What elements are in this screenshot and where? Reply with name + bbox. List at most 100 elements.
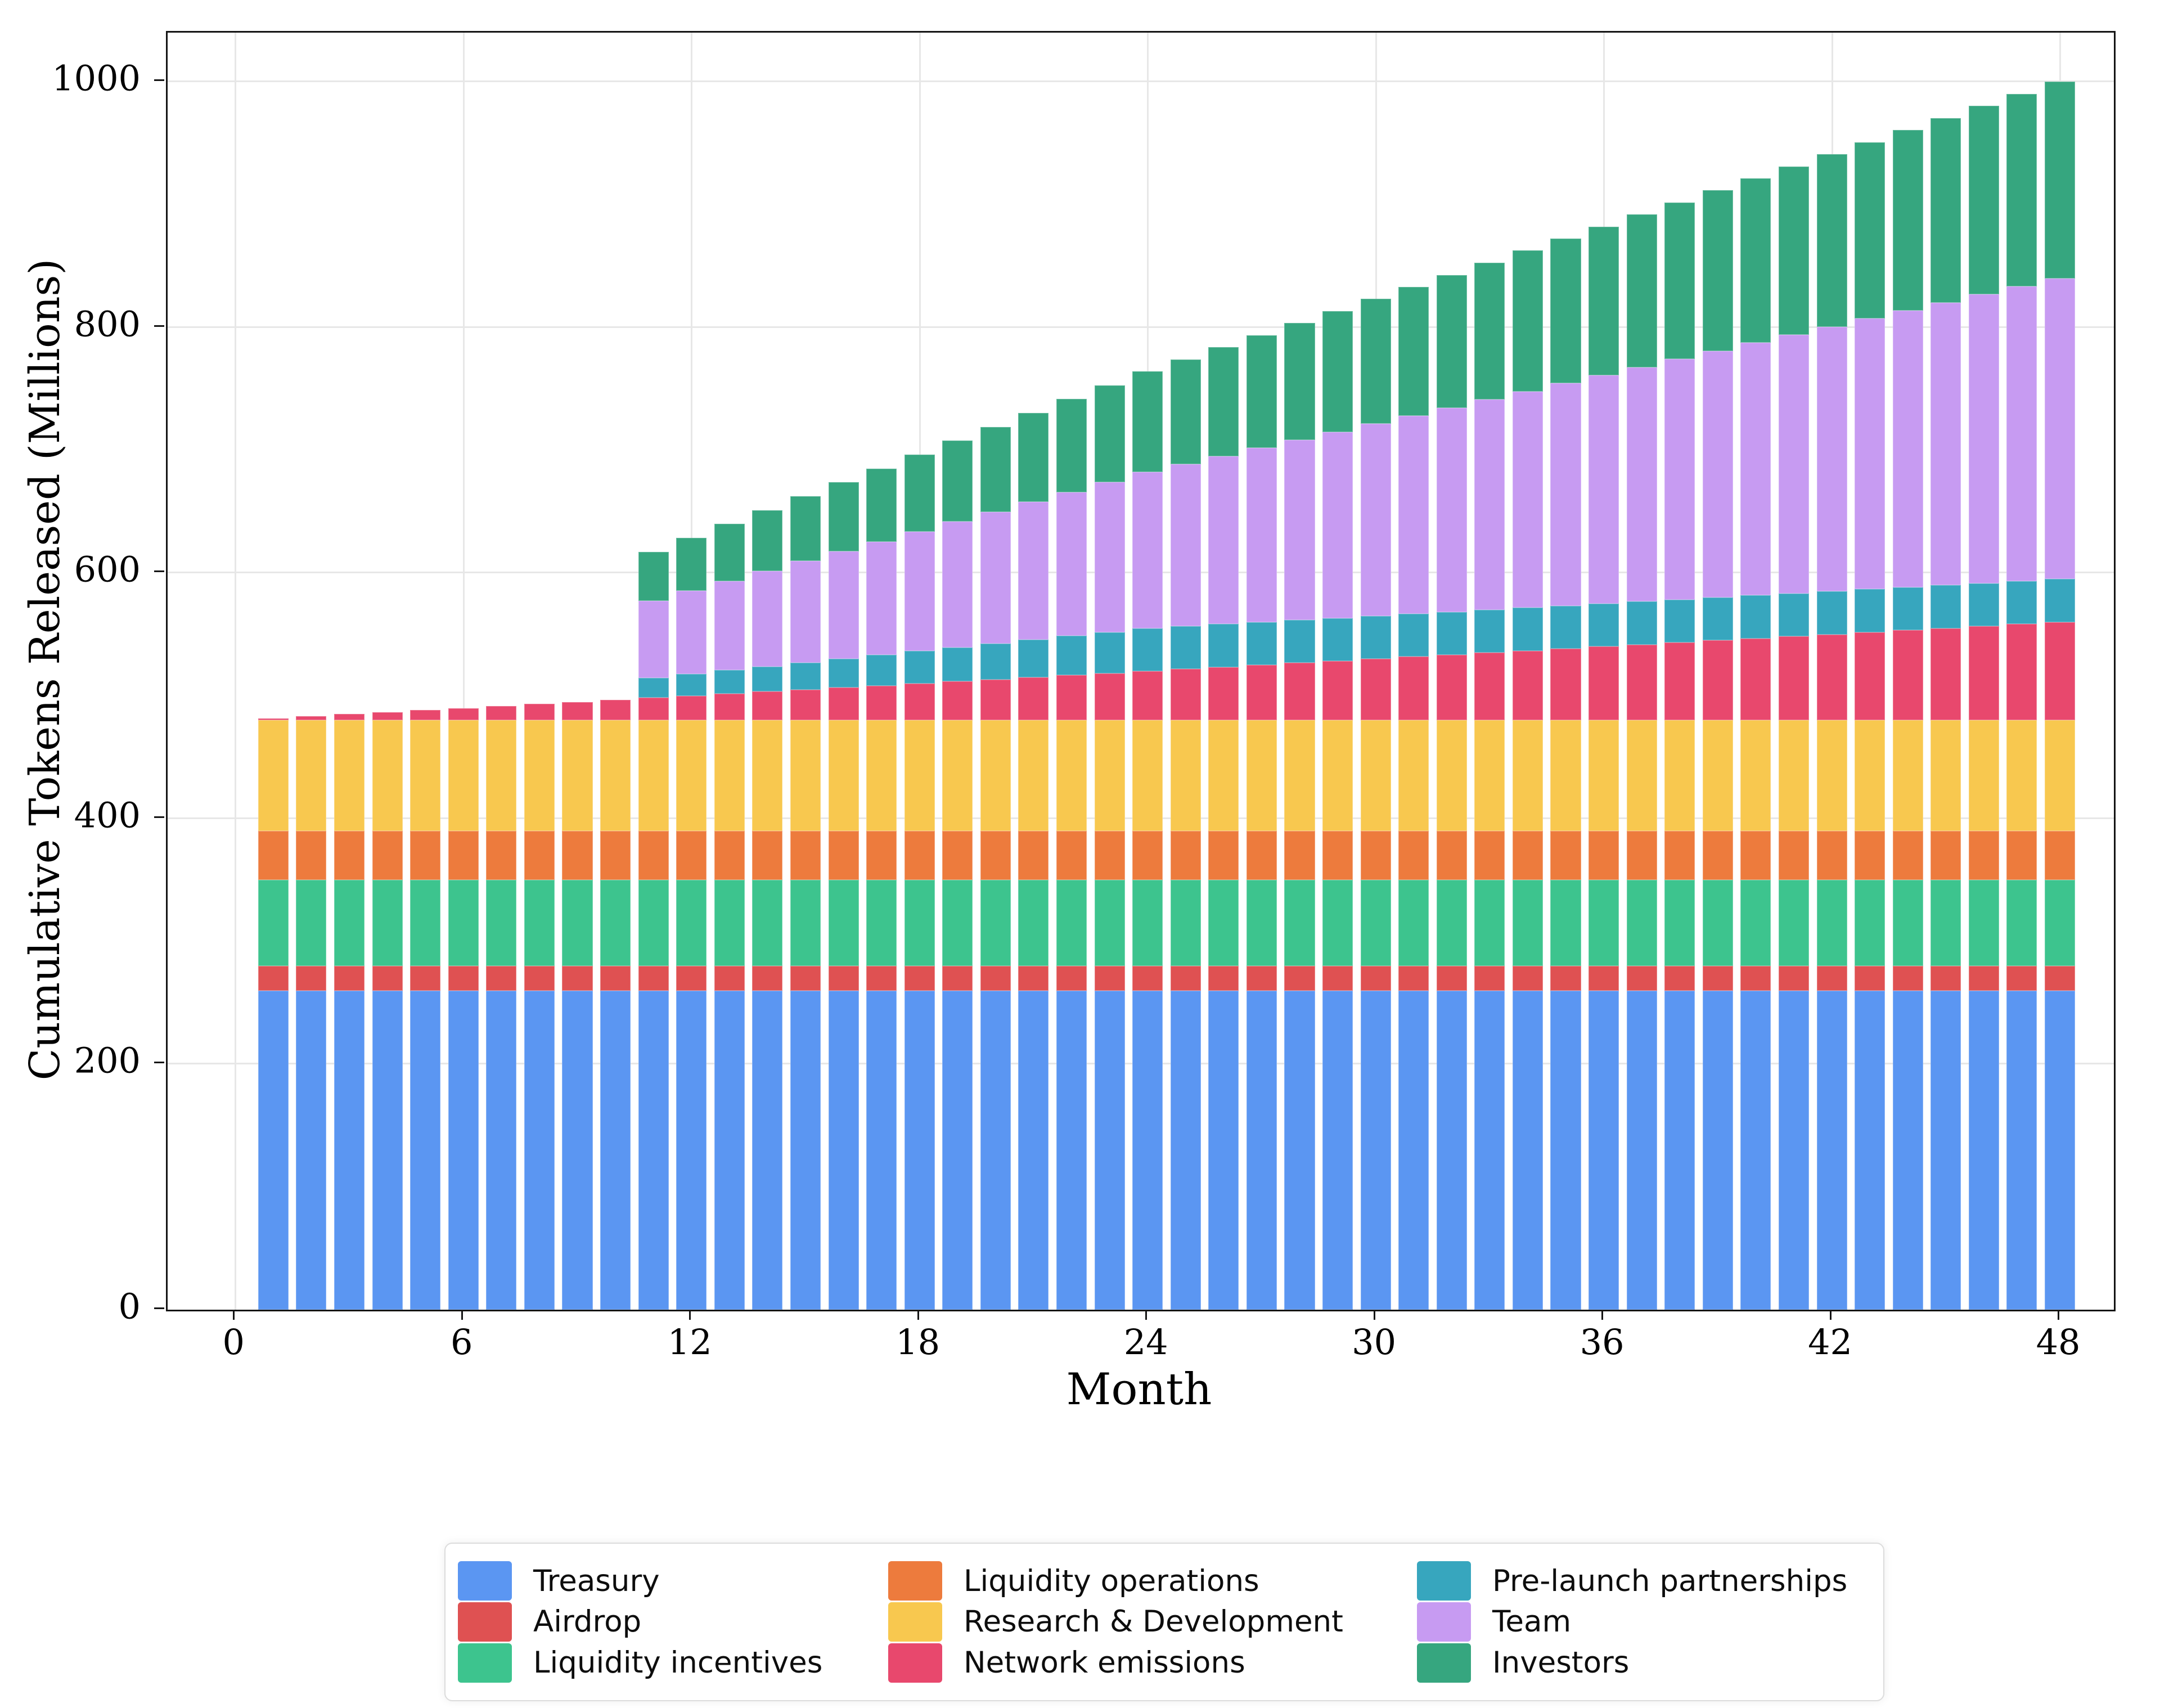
bar-segment-research-development-m27 [1246,720,1277,831]
bar-segment-liquidity-operations-m36 [1588,830,1619,880]
bar-segment-network-emissions-m45 [1930,628,1961,721]
bar-segment-liquidity-operations-m25 [1170,830,1201,880]
bar-segment-liquidity-incentives-m20 [980,880,1011,966]
bar-segment-liquidity-incentives-m33 [1474,880,1505,966]
bar-segment-network-emissions-m38 [1664,642,1695,721]
legend-swatch-liquidity-incentives [458,1643,512,1683]
bar-segment-network-emissions-m10 [600,699,631,721]
bar-segment-treasury-m36 [1588,990,1619,1310]
bar-segment-airdrop-m46 [1968,965,1999,991]
bar-segment-treasury-m39 [1702,990,1733,1310]
bar-segment-airdrop-m30 [1360,965,1391,991]
bar-segment-treasury-m45 [1930,990,1961,1310]
bar-segment-team-m43 [1855,318,1886,590]
bar-segment-treasury-m28 [1284,990,1315,1310]
bar-segment-treasury-m6 [448,990,479,1310]
bar-segment-pre-launch-partnerships-m44 [1892,587,1923,631]
y-tick-label-400: 400 [74,794,141,836]
legend-item-network-emissions: Network emissions [888,1643,1417,1683]
bar-segment-network-emissions-m12 [676,695,707,721]
bar-segment-pre-launch-partnerships-m32 [1436,612,1467,655]
bar-segment-airdrop-m23 [1094,965,1125,991]
bar-segment-liquidity-incentives-m1 [258,880,289,966]
bar-segment-pre-launch-partnerships-m12 [676,674,707,696]
bar-segment-research-development-m48 [2045,720,2076,831]
bar-segment-treasury-m19 [942,990,973,1310]
bar-segment-network-emissions-m29 [1322,660,1353,721]
bar-segment-research-development-m35 [1550,720,1581,831]
bar-segment-liquidity-operations-m6 [448,830,479,880]
bar-segment-liquidity-incentives-m26 [1208,880,1239,966]
bar-segment-liquidity-operations-m43 [1855,830,1886,880]
bar-segment-treasury-m43 [1855,990,1886,1310]
bar-segment-research-development-m32 [1436,720,1467,831]
bar-segment-treasury-m21 [1018,990,1049,1310]
bar-segment-treasury-m42 [1816,990,1847,1310]
bar-segment-liquidity-operations-m10 [600,830,631,880]
bar-segment-airdrop-m43 [1855,965,1886,991]
bar-segment-network-emissions-m41 [1778,636,1810,721]
bar-segment-treasury-m2 [296,990,327,1310]
bar-segment-network-emissions-m20 [980,679,1011,721]
legend-swatch-treasury [458,1561,512,1601]
bar-segment-pre-launch-partnerships-m34 [1512,608,1543,651]
bar-segment-airdrop-m42 [1816,965,1847,991]
bar-segment-treasury-m47 [2006,990,2037,1310]
bar-segment-liquidity-operations-m29 [1322,830,1353,880]
bar-segment-treasury-m4 [372,990,403,1310]
bar-segment-liquidity-incentives-m6 [448,880,479,966]
bar-segment-liquidity-incentives-m37 [1626,880,1657,966]
bar-segment-liquidity-operations-m3 [334,830,365,880]
bar-segment-team-m22 [1056,492,1087,636]
bar-segment-network-emissions-m34 [1512,650,1543,721]
bar-segment-airdrop-m8 [524,965,555,991]
legend-swatch-investors [1417,1643,1471,1683]
bar-segment-pre-launch-partnerships-m24 [1132,628,1163,671]
x-tick-label-18: 18 [896,1322,940,1363]
bar-segment-airdrop-m26 [1208,965,1239,991]
bar-segment-network-emissions-m8 [524,704,555,721]
bar-segment-liquidity-incentives-m3 [334,880,365,966]
x-tick-label-6: 6 [451,1322,473,1363]
bar-segment-team-m34 [1512,391,1543,608]
bar-segment-investors-m33 [1474,263,1505,400]
bar-segment-liquidity-operations-m38 [1664,830,1695,880]
bar-segment-research-development-m38 [1664,720,1695,831]
legend-swatch-network-emissions [888,1643,942,1683]
bar-segment-treasury-m33 [1474,990,1505,1310]
bar-segment-liquidity-incentives-m38 [1664,880,1695,966]
bar-segment-liquidity-incentives-m28 [1284,880,1315,966]
x-tick-mark-12 [689,1310,691,1320]
bar-segment-investors-m36 [1588,226,1619,375]
bar-segment-team-m12 [676,591,707,675]
bar-segment-airdrop-m18 [904,965,935,991]
bar-segment-liquidity-operations-m33 [1474,830,1505,880]
bar-segment-investors-m37 [1626,214,1657,367]
bar-segment-research-development-m9 [562,720,593,831]
bar-segment-network-emissions-m30 [1360,659,1391,721]
bar-segment-airdrop-m9 [562,965,593,991]
bar-segment-research-development-m47 [2006,720,2037,831]
bar-segment-treasury-m44 [1892,990,1923,1310]
bar-segment-liquidity-operations-m20 [980,830,1011,880]
bar-segment-airdrop-m35 [1550,965,1581,991]
bar-segment-team-m14 [752,571,783,667]
bar-segment-airdrop-m25 [1170,965,1201,991]
x-tick-mark-48 [2058,1310,2060,1320]
bar-segment-treasury-m16 [828,990,859,1310]
bar-segment-research-development-m18 [904,720,935,831]
bar-segment-investors-m42 [1816,154,1847,327]
bar-segment-research-development-m12 [676,720,707,831]
bar-segment-treasury-m46 [1968,990,1999,1310]
bar-segment-liquidity-incentives-m11 [638,880,669,966]
bar-segment-team-m27 [1246,448,1277,622]
bar-segment-pre-launch-partnerships-m30 [1360,615,1391,659]
bar-segment-network-emissions-m22 [1056,675,1087,721]
bar-segment-treasury-m29 [1322,990,1353,1310]
bar-segment-liquidity-operations-m2 [296,830,327,880]
bar-segment-airdrop-m39 [1702,965,1733,991]
bar-segment-network-emissions-m19 [942,681,973,721]
bar-segment-investors-m48 [2045,82,2076,278]
bar-segment-liquidity-incentives-m10 [600,880,631,966]
bar-segment-pre-launch-partnerships-m39 [1702,597,1733,641]
